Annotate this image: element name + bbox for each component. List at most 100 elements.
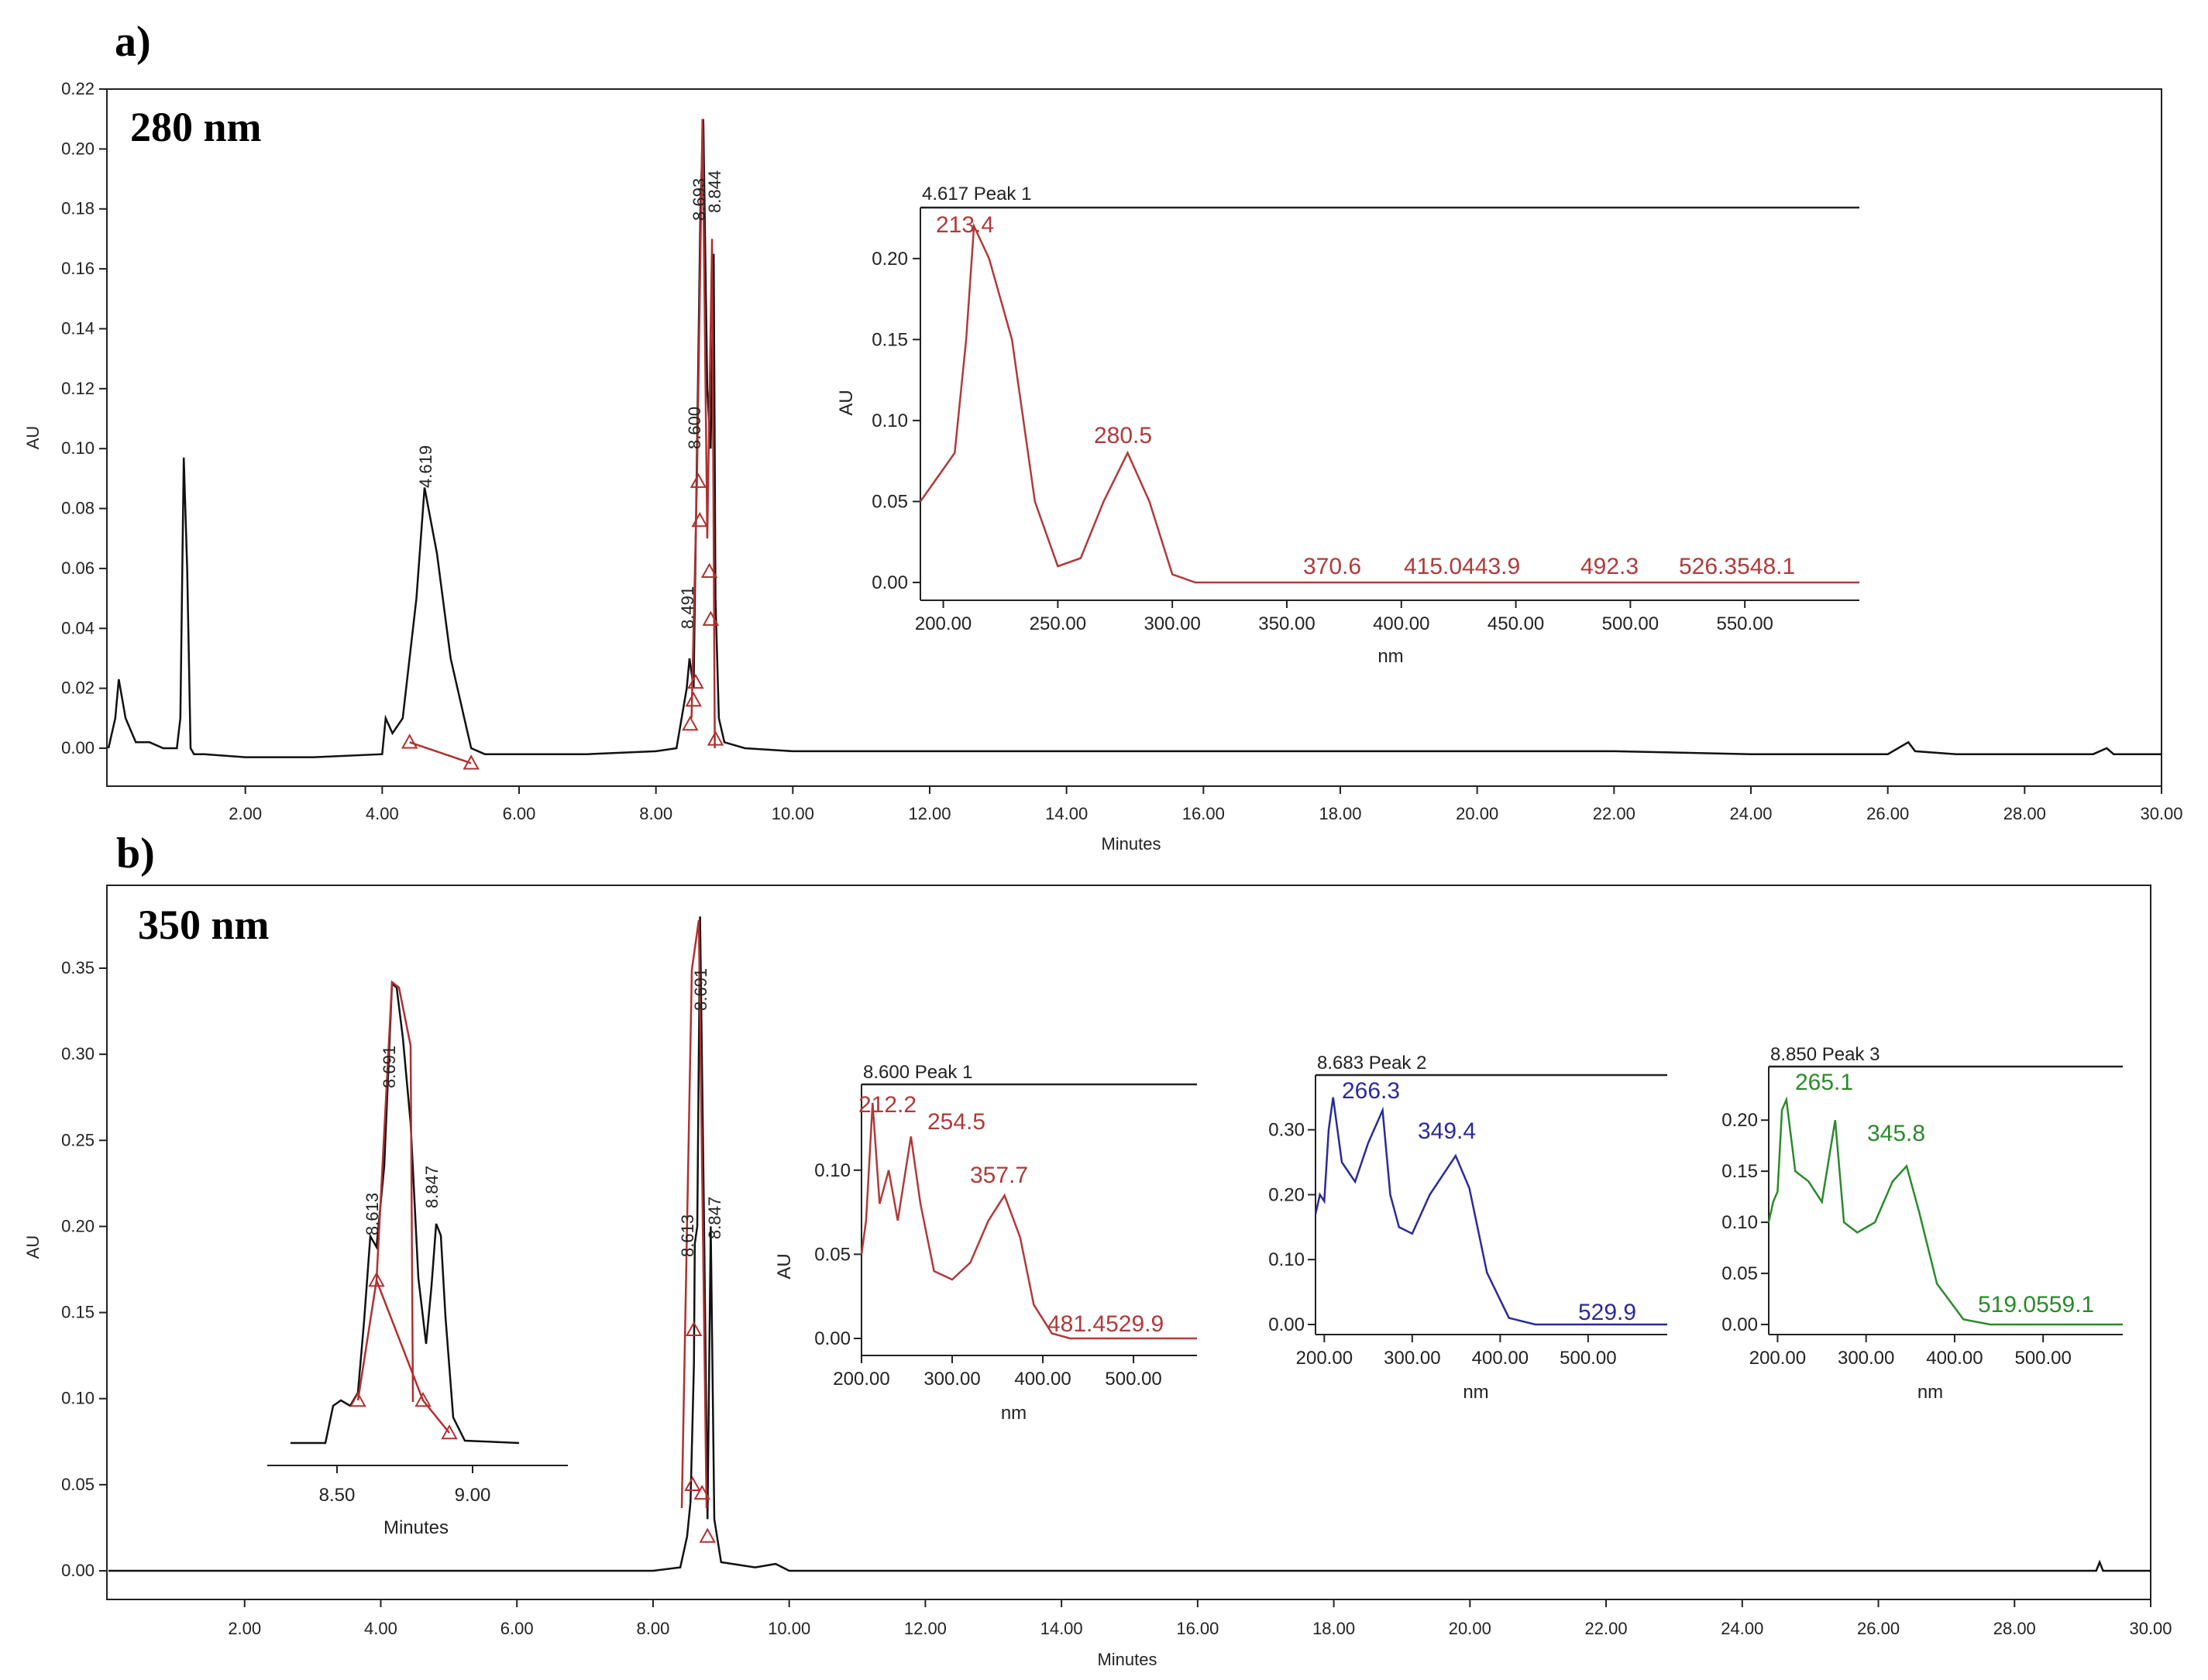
panel-b-y-ticks: 0.00 0.05 0.10 0.15 0.20 0.25 0.30 0.35 [61, 958, 107, 1580]
spectrum-peak-2-x-tick-label: 400.00 [1472, 1348, 1529, 1369]
panel-a-y-tick-label: 0.00 [61, 738, 95, 758]
panel-b-integration-mark [699, 1527, 716, 1543]
inset-a-y-ticks: 0.00 0.05 0.10 0.15 0.20 [872, 249, 920, 593]
spectrum-peak-1-ylabel: AU [774, 1253, 795, 1279]
panel-a-y-tick-label: 0.06 [61, 558, 95, 578]
panel-a-x-tick-label: 16.00 [1182, 804, 1225, 823]
zoom-peak-label-2: 8.691 [380, 1046, 399, 1088]
panel-a-x-tick-label: 24.00 [1729, 804, 1772, 823]
zoom-integration-marks [349, 1271, 458, 1440]
spectrum-peak-3-title: 8.850 Peak 3 [1770, 1044, 1880, 1065]
panel-a-integration-mark [401, 733, 418, 749]
panel-a-integration-mark [463, 754, 480, 770]
panel-a-x-tick-label: 18.00 [1319, 804, 1361, 823]
panel-b-integration-outline [680, 919, 708, 1509]
inset-a-x-ticks: 200.00 250.00 300.00 350.00 400.00 450.00 500.… [915, 600, 1773, 634]
panel-b-x-tick-label: 10.00 [768, 1619, 810, 1638]
inset-a-y-tick-label: 0.00 [872, 572, 908, 593]
panel-b-y-tick-label: 0.30 [61, 1044, 95, 1063]
inset-a-y-tick-label: 0.05 [872, 491, 908, 512]
panel-b-y-tick-label: 0.05 [61, 1475, 95, 1494]
panel-a-x-tick-label: 30.00 [2140, 804, 2182, 823]
spectrum-peak-2-y-tick-label: 0.10 [1268, 1249, 1305, 1270]
panel-a-x-tick-label: 14.00 [1045, 804, 1088, 823]
panel-a-baseline-segment [409, 741, 472, 764]
panel-b-integration-marks [684, 1321, 716, 1543]
panel-a-y-tick-label: 0.14 [61, 318, 95, 338]
panel-a-chromatogram-trace [107, 119, 2162, 758]
inset-a-x-tick-label: 350.00 [1258, 613, 1315, 634]
spectrum-peak-1-x-tick-label: 200.00 [833, 1369, 889, 1390]
panel-b-plot-area [106, 885, 2151, 1600]
zoom-xlabel: Minutes [383, 1517, 449, 1538]
panel-a-integration-mark [702, 610, 720, 626]
inset-a-spectrum-trace [919, 222, 1859, 584]
panel-a-x-tick-label: 2.00 [229, 804, 262, 823]
panel-a-label: a) [115, 18, 151, 66]
panel-a-integration-mark [707, 730, 724, 746]
panel-a-integration-marks [401, 119, 724, 770]
spectrum-peak-3-y-tick-label: 0.00 [1721, 1314, 1758, 1335]
inset-a-base-1: 370.6 [1303, 554, 1361, 579]
spectrum-peak-2-xlabel: nm [1463, 1382, 1488, 1403]
panel-a-peak-label-1: 4.619 [416, 445, 435, 488]
panel-b-wavelength-label: 350 nm [138, 902, 270, 948]
spectrum-peak-2-x-tick-label: 300.00 [1384, 1348, 1440, 1369]
panel-b-chromatogram-trace [108, 916, 2151, 1572]
panel-a-spectrum-inset: 4.617 Peak 1 AU nm 0.000.050.100.150.20 … [836, 184, 1859, 667]
spectrum-peak-1-y-tick-label: 0.10 [814, 1160, 851, 1181]
panel-a-y-tick-label: 0.02 [61, 679, 95, 698]
inset-a-max-2: 280.5 [1094, 423, 1152, 448]
panel-a-x-tick-label: 12.00 [908, 804, 951, 823]
spectrum-peak-1-max-label: 254.5 [927, 1109, 985, 1135]
inset-a-y-tick-label: 0.10 [872, 411, 908, 431]
panel-a-ylabel: AU [23, 426, 43, 450]
panel-b-peak-label-3: 8.847 [705, 1197, 724, 1239]
panel-a-x-tick-label: 8.00 [639, 804, 672, 823]
spectrum-peak-1-inset: 8.600 Peak 1 0.00 0.05 0.10 200.00 300.00 400.… [774, 1062, 1197, 1424]
zoom-integration-mark [414, 1391, 432, 1407]
panel-b-y-tick-label: 0.00 [61, 1561, 95, 1580]
zoom-integration-mark [368, 1271, 385, 1287]
panel-a-y-tick-label: 0.18 [61, 199, 95, 218]
spectrum-peak-2-inset: 8.683 Peak 2 0.00 0.10 0.20 0.30 200.00 300.00… [1268, 1053, 1667, 1403]
spectrum-peak-2-x-tick-label: 500.00 [1560, 1348, 1616, 1369]
panel-a-integration-mark [691, 511, 708, 527]
spectrum-peak-2-y-tick-label: 0.30 [1268, 1120, 1305, 1141]
panel-a-y-tick-label: 0.10 [61, 438, 95, 458]
panel-a-peak-label-3: 8.600 [685, 407, 704, 449]
zoom-integration-lines [356, 980, 450, 1434]
panel-b-peak-label-1: 8.613 [678, 1214, 697, 1257]
panel-a-integration-mark [682, 715, 699, 731]
zoom-peak-label-1: 8.613 [363, 1193, 382, 1235]
panel-a-y-tick-label: 0.20 [61, 139, 95, 158]
panel-b-x-tick-label: 4.00 [364, 1619, 397, 1638]
zoom-x-tick-2: 9.00 [455, 1485, 491, 1506]
spectrum-peak-2-title: 8.683 Peak 2 [1317, 1053, 1426, 1074]
panel-a-peak-label-5: 8.844 [705, 170, 724, 213]
spectrum-peak-3-y-tick-label: 0.20 [1721, 1110, 1758, 1131]
spectrum-peak-3-max-label: 345.8 [1867, 1121, 1925, 1146]
panel-a-peak-label-2: 8.491 [678, 586, 697, 629]
inset-a-x-tick-label: 500.00 [1602, 613, 1659, 634]
panel-b-y-tick-label: 0.20 [61, 1216, 95, 1235]
spectrum-peak-3-max-label: 265.1 [1795, 1070, 1853, 1095]
spectrum-peak-2-baseline-label: 529.9 [1578, 1300, 1636, 1325]
spectrum-peak-3-xlabel: nm [1917, 1382, 1943, 1403]
spectrum-peak-1-y-tick-label: 0.05 [814, 1244, 851, 1265]
panel-b-x-tick-label: 22.00 [1585, 1619, 1628, 1638]
panel-a-x-tick-label: 20.00 [1456, 804, 1498, 823]
spectrum-peak-1-y-tick-label: 0.00 [814, 1328, 851, 1349]
spectrum-peak-3-trace [1767, 1096, 2123, 1326]
spectrum-peak-3-x-tick-label: 500.00 [2014, 1348, 2071, 1369]
panel-b-peak-label-2: 8.691 [691, 968, 710, 1011]
spectrum-peak-3-y-tick-label: 0.05 [1721, 1263, 1758, 1284]
spectrum-peak-3-x-tick-label: 400.00 [1926, 1348, 1983, 1369]
panel-a-plot-area [106, 88, 2162, 787]
panel-b-x-tick-label: 24.00 [1721, 1619, 1763, 1638]
inset-a-title: 4.617 Peak 1 [922, 184, 1031, 204]
inset-a-y-tick-label: 0.15 [872, 329, 908, 350]
panel-a: a) 280 nm AU Minutes 0.000.020.040.060.0… [23, 18, 2183, 854]
inset-a-x-tick-label: 300.00 [1144, 613, 1200, 634]
spectrum-peak-3-inset: 8.850 Peak 3 0.00 0.05 0.10 0.15 0.20 200.00 30… [1721, 1044, 2123, 1403]
